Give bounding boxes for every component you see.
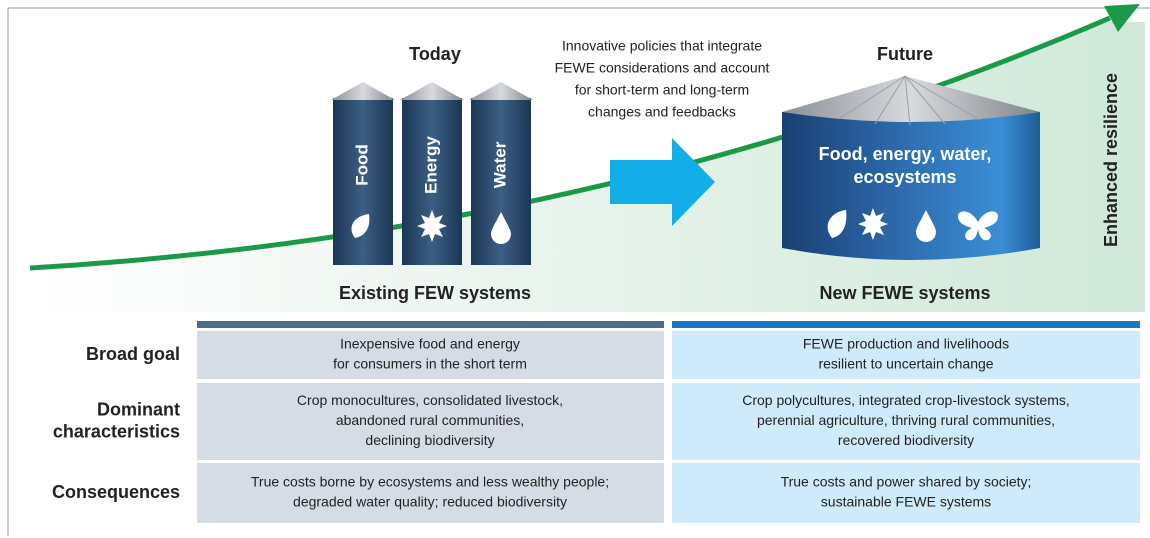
silo-roof <box>331 82 395 100</box>
existing-text: degraded water quality; reduced biodiver… <box>293 494 567 510</box>
policy-note: changes and feedbacks <box>588 104 736 120</box>
tank-label: Food, energy, water, <box>819 144 992 164</box>
new-label: New FEWE systems <box>819 283 990 303</box>
existing-text: abandoned rural communities, <box>336 412 524 428</box>
future-label: Future <box>877 44 933 64</box>
existing-text: True costs borne by ecosystems and less … <box>251 474 609 490</box>
new-text: recovered biodiversity <box>838 432 974 448</box>
diagram: Today Future Innovative policies that in… <box>0 0 1150 538</box>
existing-label: Existing FEW systems <box>339 283 531 303</box>
row-label: Consequences <box>52 482 180 502</box>
new-text: perennial agriculture, thriving rural co… <box>757 412 1055 428</box>
row-label: Broad goal <box>86 344 180 364</box>
new-header-bar <box>672 321 1140 328</box>
new-text: True costs and power shared by society; <box>781 474 1032 490</box>
row-label: Dominant <box>97 399 180 419</box>
new-text: resilient to uncertain change <box>818 356 993 372</box>
existing-text: Inexpensive food and energy <box>340 336 520 352</box>
silo-label: Water <box>490 141 509 188</box>
new-text: sustainable FEWE systems <box>821 494 991 510</box>
silo-roof <box>469 82 533 100</box>
policy-note: FEWE considerations and account <box>555 60 770 76</box>
silo-roof <box>400 82 464 100</box>
policy-note: Innovative policies that integrate <box>562 38 762 54</box>
existing-text: declining biodiversity <box>365 432 494 448</box>
new-text: FEWE production and livelihoods <box>803 336 1009 352</box>
existing-text: for consumers in the short term <box>333 356 527 372</box>
existing-text: Crop monocultures, consolidated livestoc… <box>297 392 563 408</box>
row-label: characteristics <box>53 421 180 441</box>
today-label: Today <box>409 44 461 64</box>
new-text: Crop polycultures, integrated crop-lives… <box>742 392 1070 408</box>
resilience-label: Enhanced resilience <box>1101 73 1121 247</box>
policy-note: for short-term and long-term <box>575 82 749 98</box>
existing-header-bar <box>197 321 664 328</box>
tank-label: ecosystems <box>853 167 956 187</box>
silo-label: Food <box>352 144 371 186</box>
silo-label: Energy <box>421 136 440 194</box>
